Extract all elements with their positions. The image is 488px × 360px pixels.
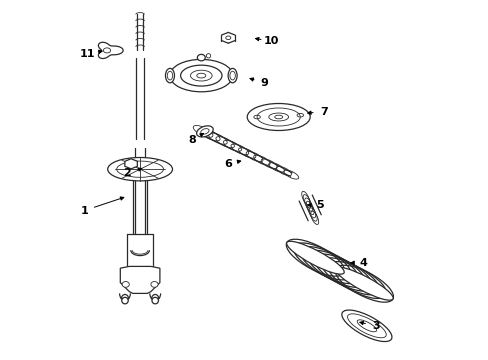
Ellipse shape: [286, 241, 344, 274]
Ellipse shape: [228, 68, 237, 83]
Text: 1: 1: [80, 206, 88, 216]
Ellipse shape: [165, 68, 174, 83]
Ellipse shape: [133, 158, 146, 165]
Ellipse shape: [335, 267, 392, 300]
Text: 10: 10: [263, 36, 279, 46]
Polygon shape: [124, 159, 137, 169]
Text: 4: 4: [359, 258, 366, 268]
Text: 2: 2: [123, 168, 131, 178]
Ellipse shape: [122, 297, 128, 304]
Ellipse shape: [169, 59, 232, 92]
Ellipse shape: [180, 65, 222, 86]
Text: 8: 8: [188, 135, 196, 145]
Ellipse shape: [225, 36, 230, 40]
Text: 9: 9: [260, 78, 268, 88]
Polygon shape: [98, 42, 123, 59]
Ellipse shape: [197, 54, 205, 61]
Ellipse shape: [196, 126, 213, 137]
Text: 3: 3: [371, 321, 379, 331]
Text: 5: 5: [316, 200, 323, 210]
Text: 11: 11: [80, 49, 96, 59]
Ellipse shape: [247, 104, 309, 130]
Ellipse shape: [151, 282, 158, 287]
Ellipse shape: [117, 161, 163, 177]
Text: 6: 6: [224, 159, 232, 169]
Ellipse shape: [122, 282, 129, 287]
Ellipse shape: [152, 297, 158, 304]
Text: 7: 7: [319, 107, 327, 117]
Ellipse shape: [268, 113, 288, 121]
Ellipse shape: [347, 314, 386, 338]
Ellipse shape: [107, 158, 172, 181]
Polygon shape: [120, 266, 160, 293]
Ellipse shape: [341, 310, 391, 342]
Ellipse shape: [257, 108, 300, 126]
Ellipse shape: [206, 54, 210, 58]
Ellipse shape: [190, 70, 212, 81]
